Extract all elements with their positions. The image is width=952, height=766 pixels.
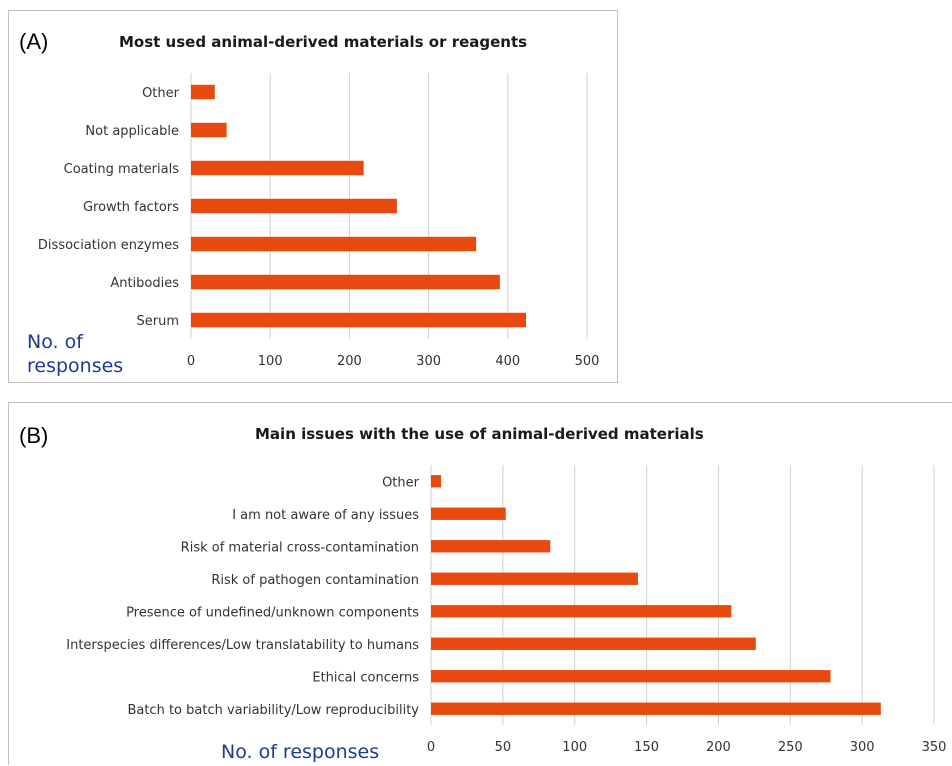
bar bbox=[191, 198, 397, 214]
x-axis-caption-b: No. of responses bbox=[221, 741, 379, 763]
bar bbox=[191, 122, 227, 138]
x-tick-label: 200 bbox=[706, 740, 731, 755]
x-tick-label: 50 bbox=[495, 740, 512, 755]
category-label: I am not aware of any issues bbox=[232, 508, 419, 523]
category-label: Coating materials bbox=[64, 162, 180, 177]
category-label: Interspecies differences/Low translatabi… bbox=[66, 638, 419, 653]
category-label: Antibodies bbox=[110, 276, 179, 291]
bar bbox=[431, 670, 831, 683]
panel-label-a: (A) bbox=[19, 29, 48, 54]
bar bbox=[191, 236, 477, 252]
category-label: Other bbox=[142, 86, 180, 101]
category-label: Ethical concerns bbox=[312, 670, 419, 685]
category-label: Presence of undefined/unknown components bbox=[126, 605, 419, 620]
x-tick-label: 0 bbox=[187, 354, 195, 369]
x-tick-label: 200 bbox=[337, 354, 362, 369]
x-tick-label: 250 bbox=[778, 740, 803, 755]
chart-panel-b: (B) Main issues with the use of animal-d… bbox=[8, 402, 952, 765]
bar bbox=[191, 312, 527, 328]
bar bbox=[191, 160, 364, 176]
x-tick-label: 150 bbox=[634, 740, 659, 755]
category-label: Dissociation enzymes bbox=[38, 238, 179, 253]
x-tick-label: 300 bbox=[850, 740, 875, 755]
chart-panel-a: (A) Most used animal-derived materials o… bbox=[8, 10, 618, 383]
bar bbox=[431, 540, 551, 553]
x-tick-label: 400 bbox=[495, 354, 520, 369]
bar bbox=[431, 475, 442, 488]
x-axis-caption-a-line1: No. of bbox=[27, 331, 84, 353]
bar bbox=[191, 274, 500, 290]
bar bbox=[431, 637, 756, 650]
category-label: Risk of material cross-contamination bbox=[181, 540, 419, 555]
x-tick-label: 300 bbox=[416, 354, 441, 369]
chart-a-svg: (A) Most used animal-derived materials o… bbox=[19, 29, 600, 377]
x-axis-caption-a-line2: responses bbox=[27, 355, 123, 377]
bar bbox=[431, 702, 881, 715]
category-label: Growth factors bbox=[83, 200, 179, 215]
x-tick-label: 0 bbox=[427, 740, 435, 755]
x-tick-label: 100 bbox=[258, 354, 283, 369]
bar bbox=[431, 507, 506, 520]
panel-label-b: (B) bbox=[19, 423, 48, 448]
chart-b-svg: (B) Main issues with the use of animal-d… bbox=[19, 423, 947, 763]
x-tick-label: 500 bbox=[575, 354, 600, 369]
chart-title-b: Main issues with the use of animal-deriv… bbox=[255, 425, 704, 443]
category-label: Other bbox=[382, 475, 420, 490]
x-tick-label: 100 bbox=[562, 740, 587, 755]
chart-title-a: Most used animal-derived materials or re… bbox=[119, 33, 527, 51]
category-label: Risk of pathogen contamination bbox=[211, 573, 419, 588]
category-label: Serum bbox=[137, 314, 180, 329]
bar bbox=[431, 605, 732, 618]
bar bbox=[431, 572, 638, 585]
bar bbox=[191, 84, 215, 100]
x-tick-label: 350 bbox=[922, 740, 947, 755]
category-label: Not applicable bbox=[85, 124, 179, 139]
category-label: Batch to batch variability/Low reproduci… bbox=[127, 703, 419, 718]
